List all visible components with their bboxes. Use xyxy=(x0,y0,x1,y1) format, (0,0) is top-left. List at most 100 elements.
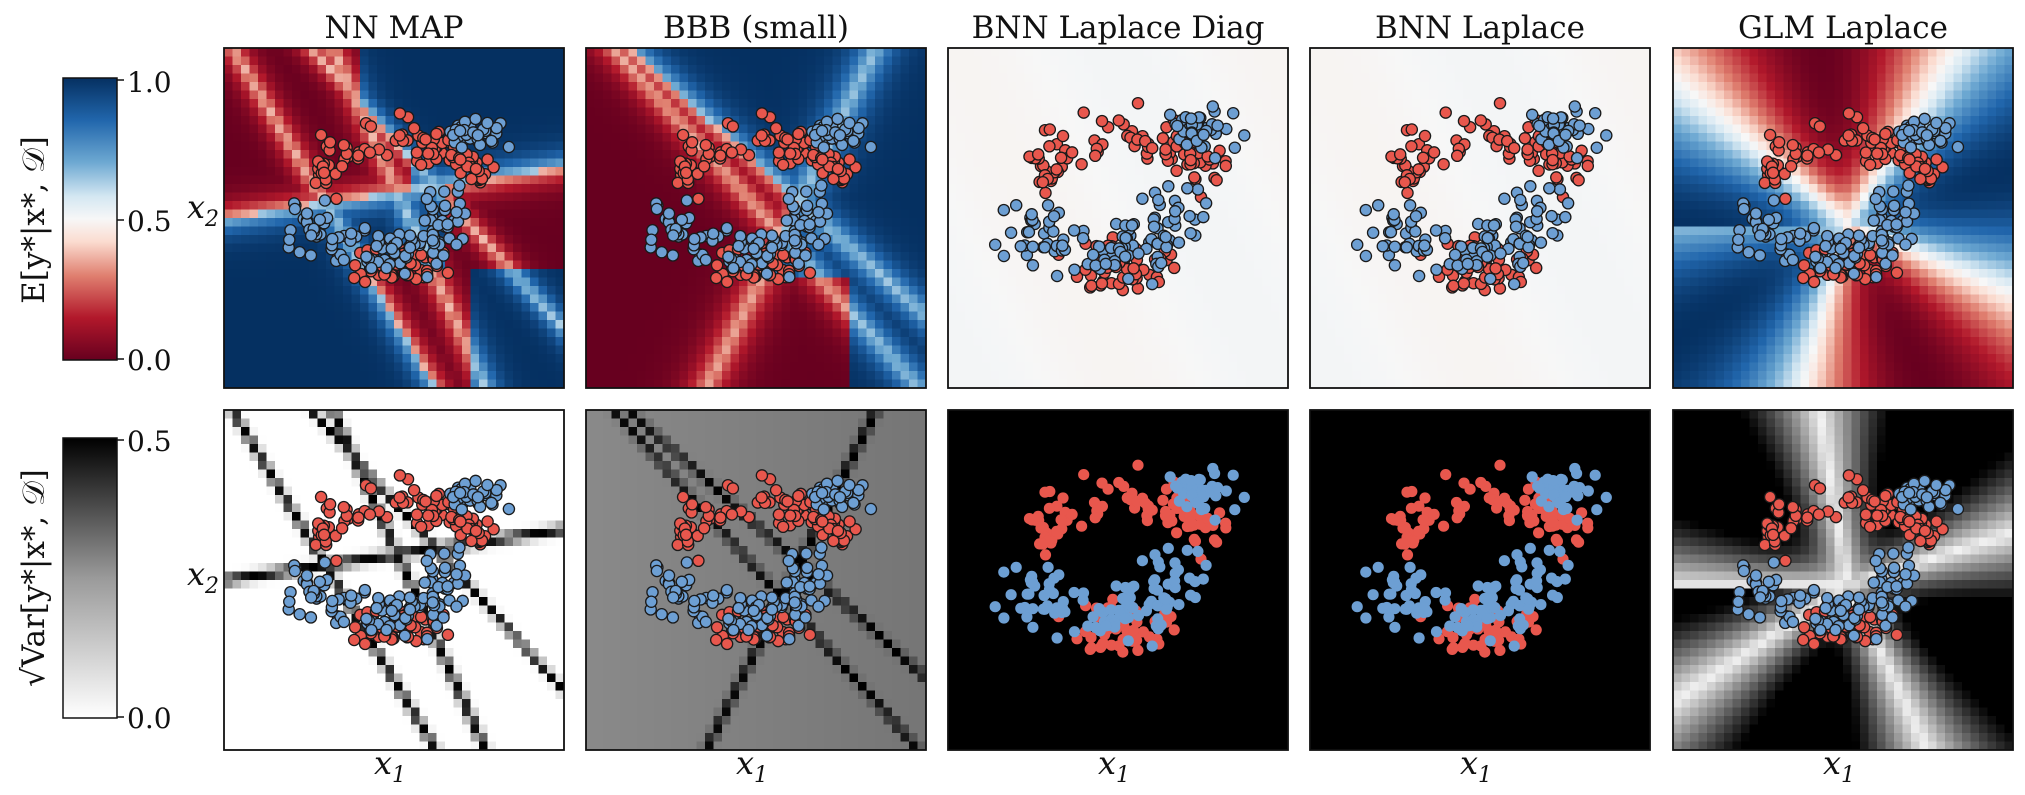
heatmap-cell xyxy=(266,158,276,168)
heatmap-cell xyxy=(798,48,808,58)
heatmap-cell xyxy=(982,277,992,287)
heatmap-cell xyxy=(1101,226,1111,236)
heatmap-cell xyxy=(241,184,251,194)
heatmap-cell xyxy=(611,362,621,372)
heatmap-cell xyxy=(798,345,808,355)
heatmap-cell xyxy=(462,226,472,236)
heatmap-cell xyxy=(1024,277,1034,287)
heatmap-cell xyxy=(973,201,983,211)
heatmap-cell xyxy=(1177,99,1187,109)
heatmap-cell xyxy=(603,235,613,245)
heatmap-cell xyxy=(555,107,564,117)
heatmap-cell xyxy=(696,311,706,321)
heatmap-cell xyxy=(1084,141,1094,151)
heatmap-cell xyxy=(875,167,885,177)
heatmap-cell xyxy=(326,354,336,364)
heatmap-cell xyxy=(1024,73,1034,83)
heatmap-cell xyxy=(385,82,395,92)
heatmap-cell xyxy=(1143,354,1153,364)
heatmap-cell xyxy=(917,175,926,185)
heatmap-cell xyxy=(815,337,825,347)
heatmap-cell xyxy=(411,286,421,296)
heatmap-cell xyxy=(756,320,766,330)
heatmap-cell xyxy=(1033,286,1043,296)
heatmap-cell xyxy=(747,65,757,75)
heatmap-cell xyxy=(973,311,983,321)
heatmap-cell xyxy=(419,371,429,381)
heatmap-cell xyxy=(428,371,438,381)
heatmap-cell xyxy=(858,362,868,372)
heatmap-cell xyxy=(858,252,868,262)
heatmap-cell xyxy=(722,82,732,92)
heatmap-cell xyxy=(586,116,596,126)
heatmap-cell xyxy=(538,201,548,211)
heatmap-cell xyxy=(1143,311,1153,321)
heatmap-cell xyxy=(1118,82,1128,92)
heatmap-cell xyxy=(662,150,672,160)
heatmap-cell xyxy=(1152,73,1162,83)
heatmap-cell xyxy=(513,99,523,109)
heatmap-cell xyxy=(645,277,655,287)
heatmap-cell xyxy=(900,73,910,83)
heatmap-cell xyxy=(679,243,689,253)
heatmap-cell xyxy=(334,150,344,160)
heatmap-cell xyxy=(1194,82,1204,92)
heatmap-cell xyxy=(1152,303,1162,313)
heatmap-cell xyxy=(300,354,310,364)
heatmap-cell xyxy=(283,116,293,126)
heatmap-cell xyxy=(1126,201,1136,211)
heatmap-cell xyxy=(645,116,655,126)
heatmap-cell xyxy=(241,209,251,219)
heatmap-cell xyxy=(1092,124,1102,134)
heatmap-cell xyxy=(713,48,723,58)
heatmap-cell xyxy=(956,175,966,185)
heatmap-cell xyxy=(956,133,966,143)
heatmap-cell xyxy=(419,345,429,355)
heatmap-cell xyxy=(232,235,242,245)
heatmap-cell xyxy=(283,260,293,270)
heatmap-cell xyxy=(620,252,630,262)
heatmap-cell xyxy=(637,73,647,83)
heatmap-cell xyxy=(1109,345,1119,355)
heatmap-cell xyxy=(487,192,497,202)
heatmap-cell xyxy=(538,345,548,355)
heatmap-cell xyxy=(756,56,766,66)
heatmap-cell xyxy=(1169,277,1179,287)
heatmap-cell xyxy=(343,116,353,126)
heatmap-cell xyxy=(1075,286,1085,296)
heatmap-cell xyxy=(730,235,740,245)
heatmap-cell xyxy=(1050,158,1060,168)
heatmap-cell xyxy=(547,184,557,194)
heatmap-cell xyxy=(343,328,353,338)
heatmap-cell xyxy=(530,209,540,219)
point-class-0 xyxy=(776,248,790,262)
heatmap-cell xyxy=(773,201,783,211)
heatmap-cell xyxy=(1050,150,1060,160)
heatmap-cell xyxy=(815,90,825,100)
heatmap-cell xyxy=(705,82,715,92)
heatmap-cell xyxy=(722,337,732,347)
heatmap-cell xyxy=(538,116,548,126)
heatmap-cell xyxy=(773,226,783,236)
heatmap-cell xyxy=(603,362,613,372)
heatmap-cell xyxy=(739,303,749,313)
heatmap-cell xyxy=(241,303,251,313)
heatmap-cell xyxy=(1118,90,1128,100)
heatmap-cell xyxy=(948,141,958,151)
heatmap-cell xyxy=(1084,209,1094,219)
heatmap-cell xyxy=(883,260,893,270)
heatmap-cell xyxy=(309,82,319,92)
heatmap-cell xyxy=(628,107,638,117)
heatmap-cell xyxy=(249,150,259,160)
heatmap-cell xyxy=(462,269,472,279)
heatmap-cell xyxy=(513,269,523,279)
heatmap-cell xyxy=(470,107,480,117)
heatmap-cell xyxy=(696,303,706,313)
heatmap-cell xyxy=(747,209,757,219)
heatmap-cell xyxy=(705,116,715,126)
heatmap-cell xyxy=(909,65,919,75)
heatmap-cell xyxy=(990,311,1000,321)
heatmap-cell xyxy=(807,337,817,347)
heatmap-cell xyxy=(965,218,975,228)
heatmap-cell xyxy=(730,82,740,92)
